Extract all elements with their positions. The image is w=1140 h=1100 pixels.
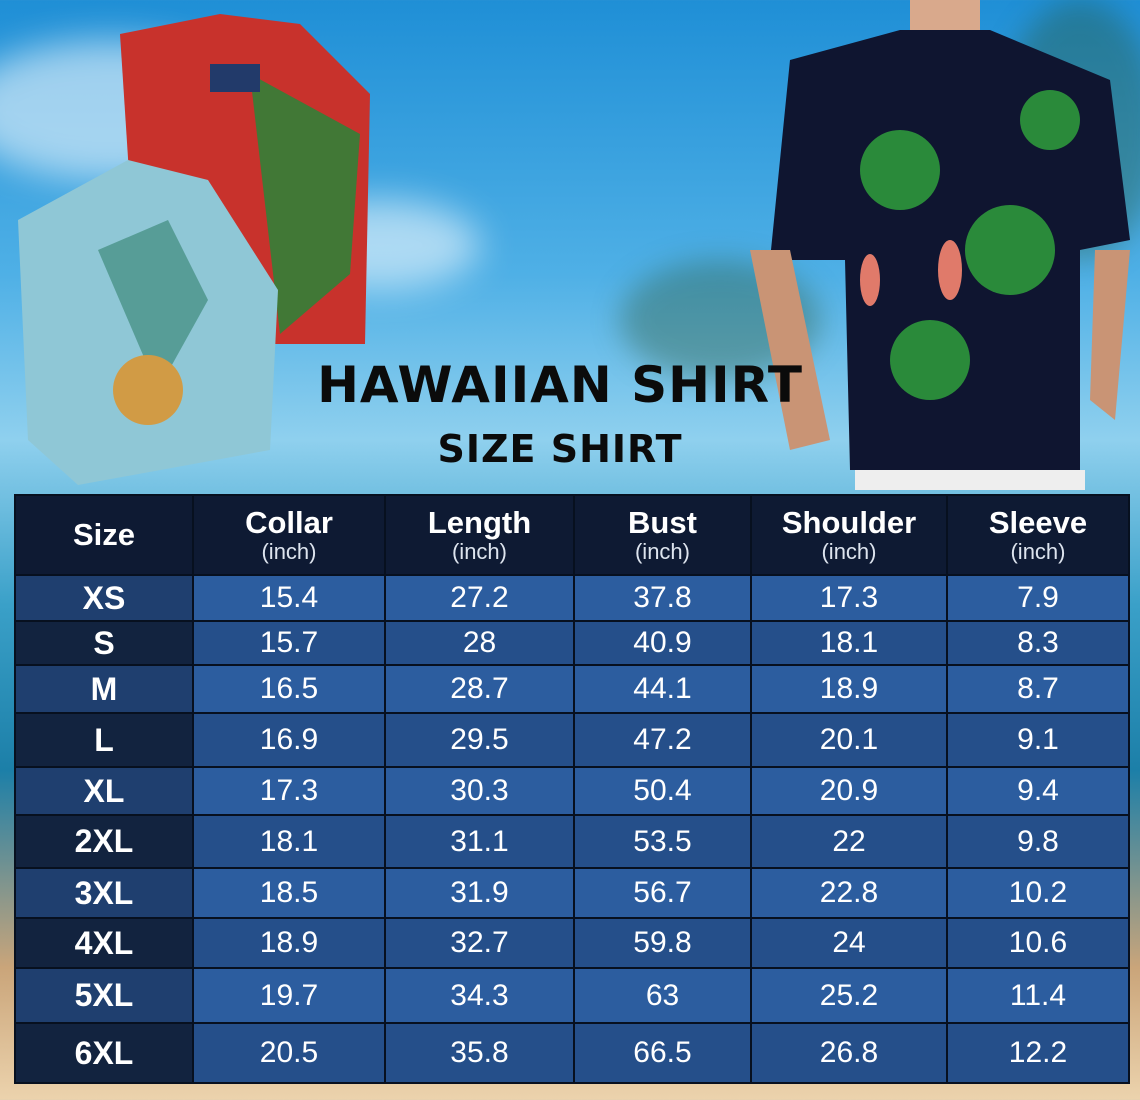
cell-size: XL xyxy=(14,766,194,816)
cell-sleeve: 8.3 xyxy=(946,620,1130,666)
cell-length: 29.5 xyxy=(384,712,575,768)
cell-length: 34.3 xyxy=(384,967,575,1024)
cell-size: 3XL xyxy=(14,867,194,919)
cell-length: 32.7 xyxy=(384,917,575,969)
header-length: Length (inch) xyxy=(384,494,575,576)
cell-sleeve: 9.4 xyxy=(946,766,1130,816)
cell-size: XS xyxy=(14,574,194,622)
cell-shoulder: 20.9 xyxy=(750,766,948,816)
flamingo-shirt-model-image xyxy=(750,0,1130,490)
cell-collar: 20.5 xyxy=(192,1022,386,1084)
cell-length: 28.7 xyxy=(384,664,575,714)
cell-bust: 63 xyxy=(573,967,752,1024)
table-row: XL 17.3 30.3 50.4 20.9 9.4 xyxy=(14,766,1130,816)
table-row: 2XL 18.1 31.1 53.5 22 9.8 xyxy=(14,814,1130,869)
cell-collar: 16.9 xyxy=(192,712,386,768)
blue-shirt-image xyxy=(18,160,278,485)
cell-bust: 53.5 xyxy=(573,814,752,869)
cell-shoulder: 20.1 xyxy=(750,712,948,768)
header-sleeve: Sleeve (inch) xyxy=(946,494,1130,576)
table-row: L 16.9 29.5 47.2 20.1 9.1 xyxy=(14,712,1130,768)
cell-length: 28 xyxy=(384,620,575,666)
cell-shoulder: 18.9 xyxy=(750,664,948,714)
size-chart-table: Size Collar (inch) Length (inch) Bust (inch… xyxy=(14,494,1130,1084)
cell-length: 30.3 xyxy=(384,766,575,816)
cell-collar: 15.4 xyxy=(192,574,386,622)
cell-length: 31.9 xyxy=(384,867,575,919)
cell-size: 2XL xyxy=(14,814,194,869)
cell-shoulder: 24 xyxy=(750,917,948,969)
cell-size: L xyxy=(14,712,194,768)
header-bust: Bust (inch) xyxy=(573,494,752,576)
cell-bust: 37.8 xyxy=(573,574,752,622)
cell-bust: 50.4 xyxy=(573,766,752,816)
cell-collar: 19.7 xyxy=(192,967,386,1024)
cell-shoulder: 22 xyxy=(750,814,948,869)
cell-size: 6XL xyxy=(14,1022,194,1084)
header-size: Size xyxy=(14,494,194,576)
cell-size: 4XL xyxy=(14,917,194,969)
cell-sleeve: 12.2 xyxy=(946,1022,1130,1084)
cell-sleeve: 7.9 xyxy=(946,574,1130,622)
cell-bust: 56.7 xyxy=(573,867,752,919)
cell-bust: 66.5 xyxy=(573,1022,752,1084)
cell-length: 27.2 xyxy=(384,574,575,622)
page-title: HAWAIIAN SHIRT xyxy=(317,356,803,414)
cell-collar: 18.1 xyxy=(192,814,386,869)
cell-size: S xyxy=(14,620,194,666)
cell-size: M xyxy=(14,664,194,714)
table-row: XS 15.4 27.2 37.8 17.3 7.9 xyxy=(14,574,1130,622)
cell-sleeve: 9.8 xyxy=(946,814,1130,869)
cell-bust: 47.2 xyxy=(573,712,752,768)
cell-shoulder: 26.8 xyxy=(750,1022,948,1084)
header-shoulder: Shoulder (inch) xyxy=(750,494,948,576)
cell-length: 35.8 xyxy=(384,1022,575,1084)
cell-bust: 40.9 xyxy=(573,620,752,666)
cell-shoulder: 22.8 xyxy=(750,867,948,919)
cell-shoulder: 25.2 xyxy=(750,967,948,1024)
cell-shoulder: 18.1 xyxy=(750,620,948,666)
cell-collar: 17.3 xyxy=(192,766,386,816)
table-row: M 16.5 28.7 44.1 18.9 8.7 xyxy=(14,664,1130,714)
header-collar: Collar (inch) xyxy=(192,494,386,576)
table-row: 4XL 18.9 32.7 59.8 24 10.6 xyxy=(14,917,1130,969)
table-row: 3XL 18.5 31.9 56.7 22.8 10.2 xyxy=(14,867,1130,919)
table-row: S 15.7 28 40.9 18.1 8.3 xyxy=(14,620,1130,666)
cell-collar: 15.7 xyxy=(192,620,386,666)
cell-size: 5XL xyxy=(14,967,194,1024)
cell-length: 31.1 xyxy=(384,814,575,869)
cell-sleeve: 10.6 xyxy=(946,917,1130,969)
table-row: 5XL 19.7 34.3 63 25.2 11.4 xyxy=(14,967,1130,1024)
table-header-row: Size Collar (inch) Length (inch) Bust (inch… xyxy=(14,494,1130,576)
cell-collar: 18.9 xyxy=(192,917,386,969)
cell-bust: 44.1 xyxy=(573,664,752,714)
page-subtitle: SIZE SHIRT xyxy=(437,427,683,471)
cell-collar: 16.5 xyxy=(192,664,386,714)
cell-sleeve: 9.1 xyxy=(946,712,1130,768)
cell-bust: 59.8 xyxy=(573,917,752,969)
table-row: 6XL 20.5 35.8 66.5 26.8 12.2 xyxy=(14,1022,1130,1084)
cell-shoulder: 17.3 xyxy=(750,574,948,622)
cell-sleeve: 10.2 xyxy=(946,867,1130,919)
cell-sleeve: 8.7 xyxy=(946,664,1130,714)
cell-sleeve: 11.4 xyxy=(946,967,1130,1024)
cell-collar: 18.5 xyxy=(192,867,386,919)
